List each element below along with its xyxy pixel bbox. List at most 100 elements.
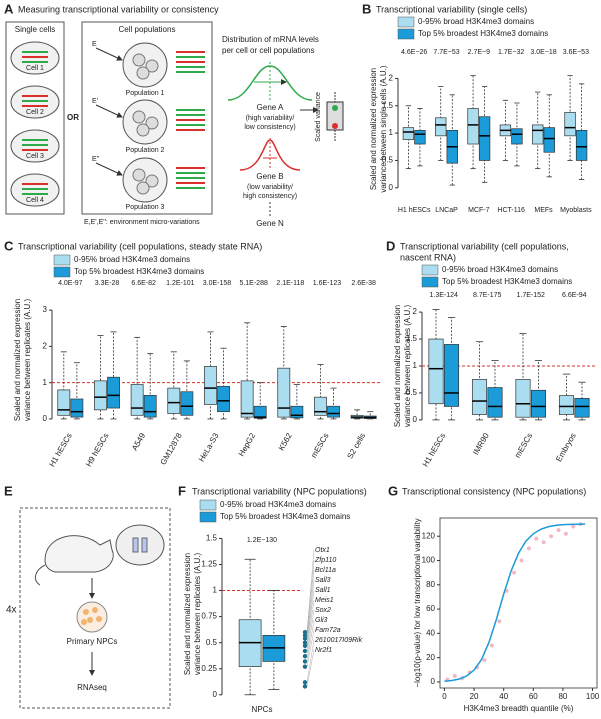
gene-point — [302, 636, 308, 641]
x-tick-label: LNCaP — [435, 207, 458, 214]
gene-point — [302, 654, 308, 659]
point — [512, 570, 517, 575]
x-tick-label: H9 hESCs — [84, 432, 110, 469]
box — [94, 380, 107, 411]
panel-title: Measuring transcriptional variability or… — [18, 4, 219, 14]
y-tick-label: 80 — [426, 580, 435, 589]
box — [277, 367, 291, 418]
y-tick-label: 1.25 — [201, 560, 217, 569]
legend-swatch — [53, 254, 71, 266]
legend-swatch — [397, 28, 415, 40]
box — [402, 127, 415, 141]
p-value: 1.6E-123 — [313, 280, 342, 287]
point — [534, 536, 539, 541]
gene-point — [302, 633, 308, 638]
populations-box — [81, 21, 213, 215]
single-cells-box — [5, 21, 65, 215]
y-axis-label: Scaled and normalized expression — [183, 553, 192, 675]
legend-label: 0-95% broad H3K4me3 domains — [74, 255, 190, 264]
label: Cell populations — [119, 25, 176, 34]
legend-label: Top 5% broadest H3K4me3 domains — [442, 277, 572, 286]
gene-label: Sall3 — [315, 577, 331, 584]
y-tick-label: 1.5 — [206, 534, 218, 543]
panel-label: B — [362, 1, 371, 16]
point — [482, 658, 487, 663]
gene-a: (high variability/ — [246, 115, 295, 122]
gene-label: Bcl11a — [315, 567, 336, 574]
x-tick-label: 40 — [499, 692, 508, 701]
legend-label: Top 5% broadest H3K4me3 domains — [418, 29, 548, 38]
gene-leader — [306, 609, 315, 657]
box — [575, 130, 588, 161]
y-tick-label: 0.5 — [382, 156, 394, 165]
gene-leader — [306, 579, 315, 643]
box — [143, 395, 157, 418]
gene-leader — [306, 589, 315, 646]
gene-a: Gene A — [257, 103, 284, 112]
gene-leader — [306, 629, 315, 667]
panel-label: F — [178, 483, 186, 498]
y-axis-label: variance between replicates (A.U.) — [23, 299, 32, 422]
gene-point — [302, 680, 308, 685]
box — [487, 387, 503, 418]
gene-point — [302, 643, 308, 648]
y-tick-label: 0 — [413, 415, 418, 424]
gene-point — [302, 664, 308, 669]
y-tick-label: 2 — [43, 342, 48, 351]
fit-line — [444, 523, 586, 682]
panel-label: A — [4, 1, 14, 16]
distribution-title: Distribution of mRNA levels — [222, 35, 319, 44]
box — [511, 128, 523, 145]
point — [556, 528, 561, 533]
population-label: Population 2 — [126, 147, 165, 154]
plot-frame — [439, 517, 598, 689]
point — [519, 558, 524, 563]
or-label: OR — [67, 113, 79, 122]
y-tick-label: 1 — [213, 586, 218, 595]
gene-label: Nr2f1 — [315, 647, 332, 654]
legend-swatch — [421, 276, 439, 288]
x-tick-label: NPCs — [252, 705, 273, 714]
box — [57, 389, 71, 416]
y-axis-label: Scaled and normalized expression — [393, 305, 402, 427]
x-tick-label: K562 — [277, 431, 294, 452]
x-tick-label: 0 — [442, 692, 447, 701]
y-tick-label: 1 — [413, 361, 418, 370]
gene-point — [302, 640, 308, 645]
x-tick-label: 60 — [529, 692, 538, 701]
gene-b: (low variability/ — [247, 184, 293, 191]
gene-leader — [306, 639, 315, 683]
gene-a: low consistency) — [244, 124, 295, 131]
panel-title: Transcriptional variability (cell popula… — [18, 241, 262, 251]
box — [180, 391, 194, 416]
box — [217, 385, 230, 413]
p-value: 3.3E-28 — [95, 280, 120, 287]
legend-label: Top 5% broadest H3K4me3 domains — [74, 267, 204, 276]
gene-leader — [306, 549, 315, 633]
gene-point — [302, 659, 308, 664]
gene-label: Meis1 — [315, 597, 334, 604]
box — [414, 130, 426, 145]
distributions — [227, 62, 344, 216]
p-value: 3.6E−53 — [563, 49, 589, 56]
y-tick-label: 40 — [426, 628, 435, 637]
cell-label: Cell 2 — [26, 109, 44, 116]
scaled-variance: Scaled variance — [315, 92, 322, 142]
p-value: 1.2E−130 — [247, 537, 277, 544]
x-tick-label: 80 — [558, 692, 567, 701]
box — [253, 405, 267, 419]
repeat-label: 4x — [6, 605, 17, 616]
x-tick-label: MEFs — [534, 207, 553, 214]
x-tick-label: H1 hESCs — [421, 432, 447, 469]
point — [571, 524, 576, 529]
environment-note: E,E',E'': environment micro-variations — [84, 219, 200, 226]
gene-leader — [306, 559, 315, 636]
p-value: 6.6E-94 — [562, 292, 587, 299]
p-value: 1.7E−32 — [498, 49, 524, 56]
y-tick-label: 0 — [213, 690, 218, 699]
x-tick-label: 100 — [586, 692, 600, 701]
panel-label: E — [4, 483, 13, 498]
gene-leader — [306, 619, 315, 662]
env-label: E' — [92, 98, 98, 105]
